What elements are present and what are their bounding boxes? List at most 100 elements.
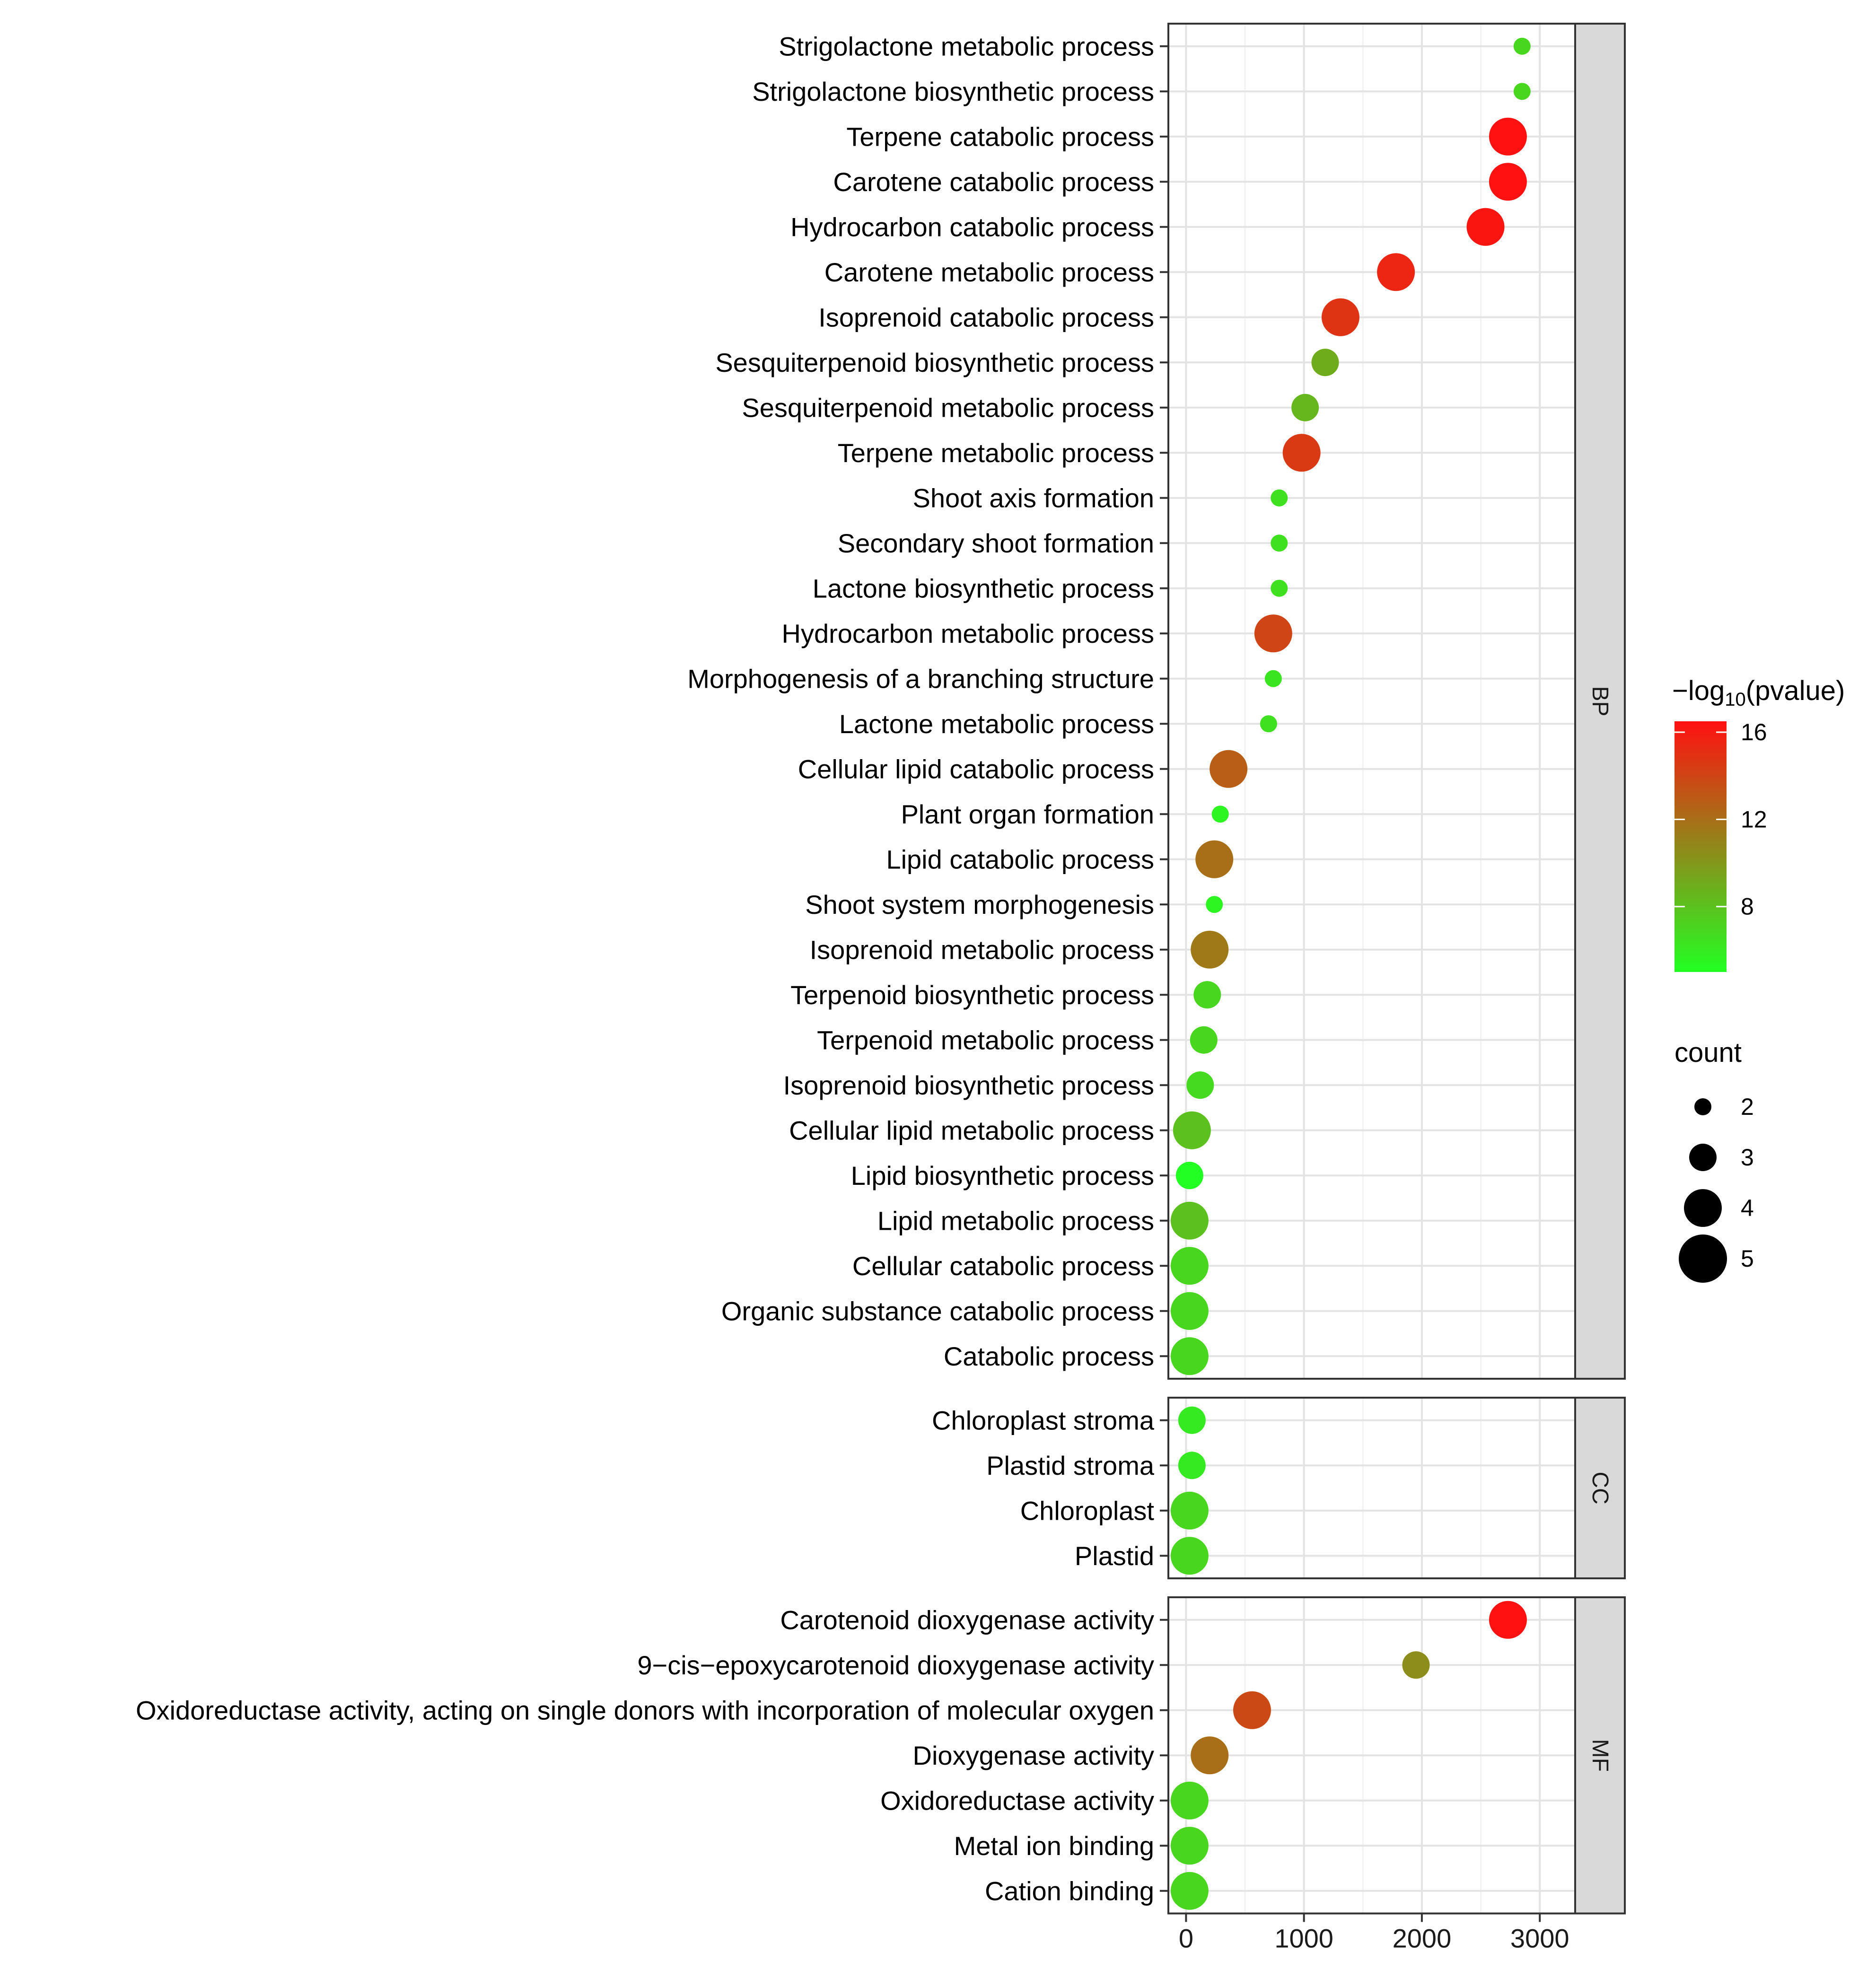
term-point	[1489, 163, 1527, 201]
term-point	[1489, 1601, 1527, 1639]
color-legend-label: 12	[1741, 806, 1767, 832]
x-tick-label: 2000	[1393, 1924, 1452, 1953]
term-label: Lipid biosynthetic process	[851, 1161, 1154, 1190]
term-point	[1170, 1292, 1209, 1330]
term-label: Lactone biosynthetic process	[813, 573, 1154, 603]
color-legend-label: 8	[1741, 893, 1754, 920]
term-label: Organic substance catabolic process	[721, 1296, 1154, 1326]
panel-cc: Chloroplast stroma Plastid stroma Chloropl…	[932, 1397, 1626, 1579]
term-point	[1170, 1781, 1209, 1820]
term-point	[1260, 715, 1277, 733]
term-point	[1513, 37, 1531, 55]
term-label: Plastid stroma	[986, 1451, 1155, 1480]
facet-strip	[1574, 1596, 1626, 1915]
x-axis: 0 1000 2000 3000	[1179, 1913, 1569, 1953]
term-point	[1170, 1491, 1209, 1530]
term-label: Terpenoid biosynthetic process	[790, 980, 1154, 1010]
term-point	[1254, 614, 1292, 653]
term-label: Carotene metabolic process	[824, 257, 1154, 287]
term-point	[1211, 805, 1229, 823]
term-point	[1170, 1872, 1209, 1910]
term-point	[1170, 1201, 1209, 1240]
term-label: Cellular lipid catabolic process	[798, 754, 1154, 784]
term-point	[1191, 1736, 1229, 1775]
term-point	[1178, 1452, 1206, 1479]
size-legend-label: 5	[1741, 1245, 1754, 1272]
term-point	[1190, 1026, 1218, 1054]
term-label: Carotene catabolic process	[833, 167, 1154, 197]
term-point	[1271, 534, 1288, 552]
term-label: Terpene metabolic process	[838, 438, 1154, 468]
term-label: Sesquiterpenoid metabolic process	[742, 393, 1154, 422]
term-label: Carotenoid dioxygenase activity	[780, 1605, 1154, 1635]
size-legend: count 2 3 4 5	[1674, 1037, 1754, 1283]
size-legend-title: count	[1674, 1037, 1742, 1068]
term-label: 9−cis−epoxycarotenoid dioxygenase activi…	[637, 1650, 1154, 1680]
term-point	[1282, 434, 1321, 472]
panel-mf: Carotenoid dioxygenase activity 9−cis−epo…	[136, 1596, 1626, 1915]
term-point	[1311, 349, 1339, 376]
term-point	[1206, 896, 1223, 913]
x-tick-label: 0	[1179, 1924, 1193, 1953]
term-label: Chloroplast stroma	[932, 1405, 1155, 1435]
term-point	[1513, 83, 1531, 100]
term-label: Plastid	[1075, 1541, 1154, 1571]
term-point	[1191, 930, 1229, 969]
term-label: Lipid catabolic process	[886, 844, 1154, 874]
term-point	[1170, 1827, 1209, 1865]
term-label: Shoot system morphogenesis	[805, 890, 1154, 919]
term-label: Oxidoreductase activity, acting on singl…	[136, 1695, 1154, 1725]
size-legend-label: 2	[1741, 1094, 1754, 1120]
size-legend-label: 3	[1741, 1144, 1754, 1171]
term-label: Strigolactone biosynthetic process	[752, 77, 1154, 106]
term-label: Sesquiterpenoid biosynthetic process	[715, 348, 1154, 377]
term-label: Oxidoreductase activity	[880, 1786, 1154, 1815]
size-legend-key	[1694, 1098, 1711, 1115]
term-label: Lactone metabolic process	[839, 709, 1154, 739]
term-point	[1186, 1071, 1214, 1099]
color-legend: −log10(pvalue) 8 12 16	[1672, 675, 1845, 972]
term-point	[1271, 579, 1288, 597]
term-point	[1377, 253, 1415, 291]
term-label: Shoot axis formation	[913, 483, 1154, 513]
term-label: Cellular catabolic process	[852, 1251, 1154, 1281]
facet-strip-label: CC	[1587, 1471, 1613, 1504]
term-label: Hydrocarbon metabolic process	[782, 619, 1154, 648]
term-point	[1321, 298, 1359, 336]
term-point	[1178, 1406, 1206, 1434]
term-label: Plant organ formation	[901, 799, 1154, 829]
term-point	[1233, 1691, 1271, 1729]
term-point	[1170, 1537, 1209, 1575]
term-point	[1489, 117, 1527, 156]
term-label: Terpenoid metabolic process	[817, 1025, 1154, 1055]
term-label: Isoprenoid biosynthetic process	[783, 1070, 1154, 1100]
term-label: Strigolactone metabolic process	[779, 31, 1154, 61]
term-point	[1264, 670, 1282, 687]
term-point	[1466, 208, 1505, 246]
term-label: Metal ion binding	[954, 1831, 1154, 1861]
facet-panels: Strigolactone metabolic process Strigolac…	[136, 23, 1626, 1915]
term-label: Terpene catabolic process	[846, 122, 1154, 151]
size-legend-key	[1679, 1234, 1727, 1283]
term-label: Cation binding	[985, 1876, 1154, 1906]
facet-strip	[1574, 23, 1626, 1380]
term-point	[1175, 1162, 1203, 1190]
term-label: Catabolic process	[944, 1341, 1154, 1371]
color-legend-label: 16	[1741, 719, 1767, 745]
panel-background	[1168, 24, 1575, 1379]
facet-strip-label: BP	[1587, 686, 1613, 716]
term-label: Isoprenoid catabolic process	[818, 302, 1154, 332]
size-legend-label: 4	[1741, 1195, 1754, 1221]
panel-background	[1168, 1398, 1575, 1578]
term-point	[1195, 840, 1234, 878]
term-point	[1170, 1247, 1209, 1285]
term-point	[1173, 1111, 1211, 1149]
term-point	[1402, 1651, 1430, 1679]
term-label: Chloroplast	[1020, 1496, 1155, 1525]
term-point	[1170, 1337, 1209, 1375]
facet-strip	[1574, 1397, 1626, 1579]
color-legend-title: −log10(pvalue)	[1672, 675, 1845, 710]
size-legend-key	[1689, 1144, 1717, 1171]
term-point	[1271, 489, 1288, 507]
